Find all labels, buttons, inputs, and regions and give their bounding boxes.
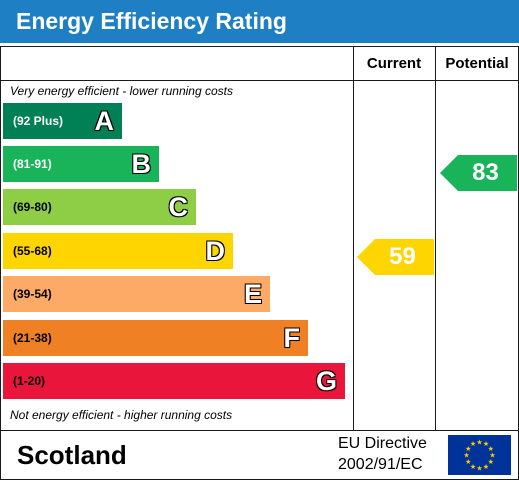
band-d-range: (55-68) [13, 244, 52, 258]
band-e: (39-54) E [3, 276, 270, 312]
band-d-letter: D [205, 236, 226, 266]
current-rating-arrow: 59 [357, 239, 434, 275]
eu-star-icon: ★ [488, 458, 494, 466]
eu-flag-icon: ★★★★★★★★★ ★ ★★ [448, 435, 511, 475]
potential-column-header: Potential [445, 55, 509, 72]
eu-star-icon: ★ [465, 445, 471, 453]
band-b-range: (81-91) [13, 157, 52, 171]
current-arrow-shape [357, 239, 434, 275]
inefficient-note: Not energy efficient - higher running co… [10, 408, 233, 422]
potential-arrow-shape [440, 155, 517, 191]
band-b: (81-91) B [3, 146, 159, 182]
directive-line-2: 2002/91/EC [338, 456, 423, 473]
eu-star-icon: ★ [470, 463, 476, 471]
eu-star-icon: ★ [470, 440, 476, 448]
footer-divider [1, 430, 518, 431]
potential-column-divider [435, 47, 436, 431]
eu-star-icon: ★ [489, 452, 495, 460]
band-c-range: (69-80) [13, 200, 52, 214]
band-c: (69-80) C [3, 189, 196, 225]
band-e-range: (39-54) [13, 287, 52, 301]
band-a: (92 Plus) A [3, 103, 122, 139]
potential-rating-arrow: 83 [440, 155, 517, 191]
eu-directive: EU Directive 2002/91/EC [338, 433, 444, 475]
band-c-letter: C [168, 192, 189, 222]
band-e-letter: E [243, 279, 262, 309]
eu-star-icon: ★ [483, 463, 489, 471]
country-label: Scotland [17, 440, 127, 470]
band-a-letter: A [94, 106, 115, 136]
band-g: (1-20) G [3, 363, 345, 399]
band-a-range: (92 Plus) [13, 114, 64, 128]
rating-grid: Current Potential Very energy efficient … [0, 46, 519, 480]
band-g-range: (1-20) [13, 374, 46, 388]
directive-line-1: EU Directive [338, 435, 427, 452]
current-column-divider [353, 47, 354, 431]
chart-title: Energy Efficiency Rating [0, 0, 519, 43]
current-rating-value: 59 [389, 243, 416, 270]
band-f: (21-38) F [3, 320, 308, 356]
band-d: (55-68) D [3, 233, 233, 269]
band-f-range: (21-38) [13, 331, 52, 345]
efficient-note: Very energy efficient - lower running co… [10, 84, 233, 98]
eu-star-icon: ★ [476, 465, 482, 473]
eu-star-icon: ★ [483, 440, 489, 448]
band-b-letter: B [131, 149, 152, 179]
header-row-divider [1, 80, 518, 81]
current-column-header: Current [366, 55, 422, 72]
band-f-letter: F [283, 323, 301, 353]
potential-rating-value: 83 [472, 159, 499, 186]
eu-star-icon: ★ [488, 445, 494, 453]
eu-star-icon: ★ [463, 452, 469, 460]
eu-star-icon: ★ [476, 439, 482, 447]
eu-star-icon: ★ [465, 458, 471, 466]
band-g-letter: G [315, 366, 337, 396]
